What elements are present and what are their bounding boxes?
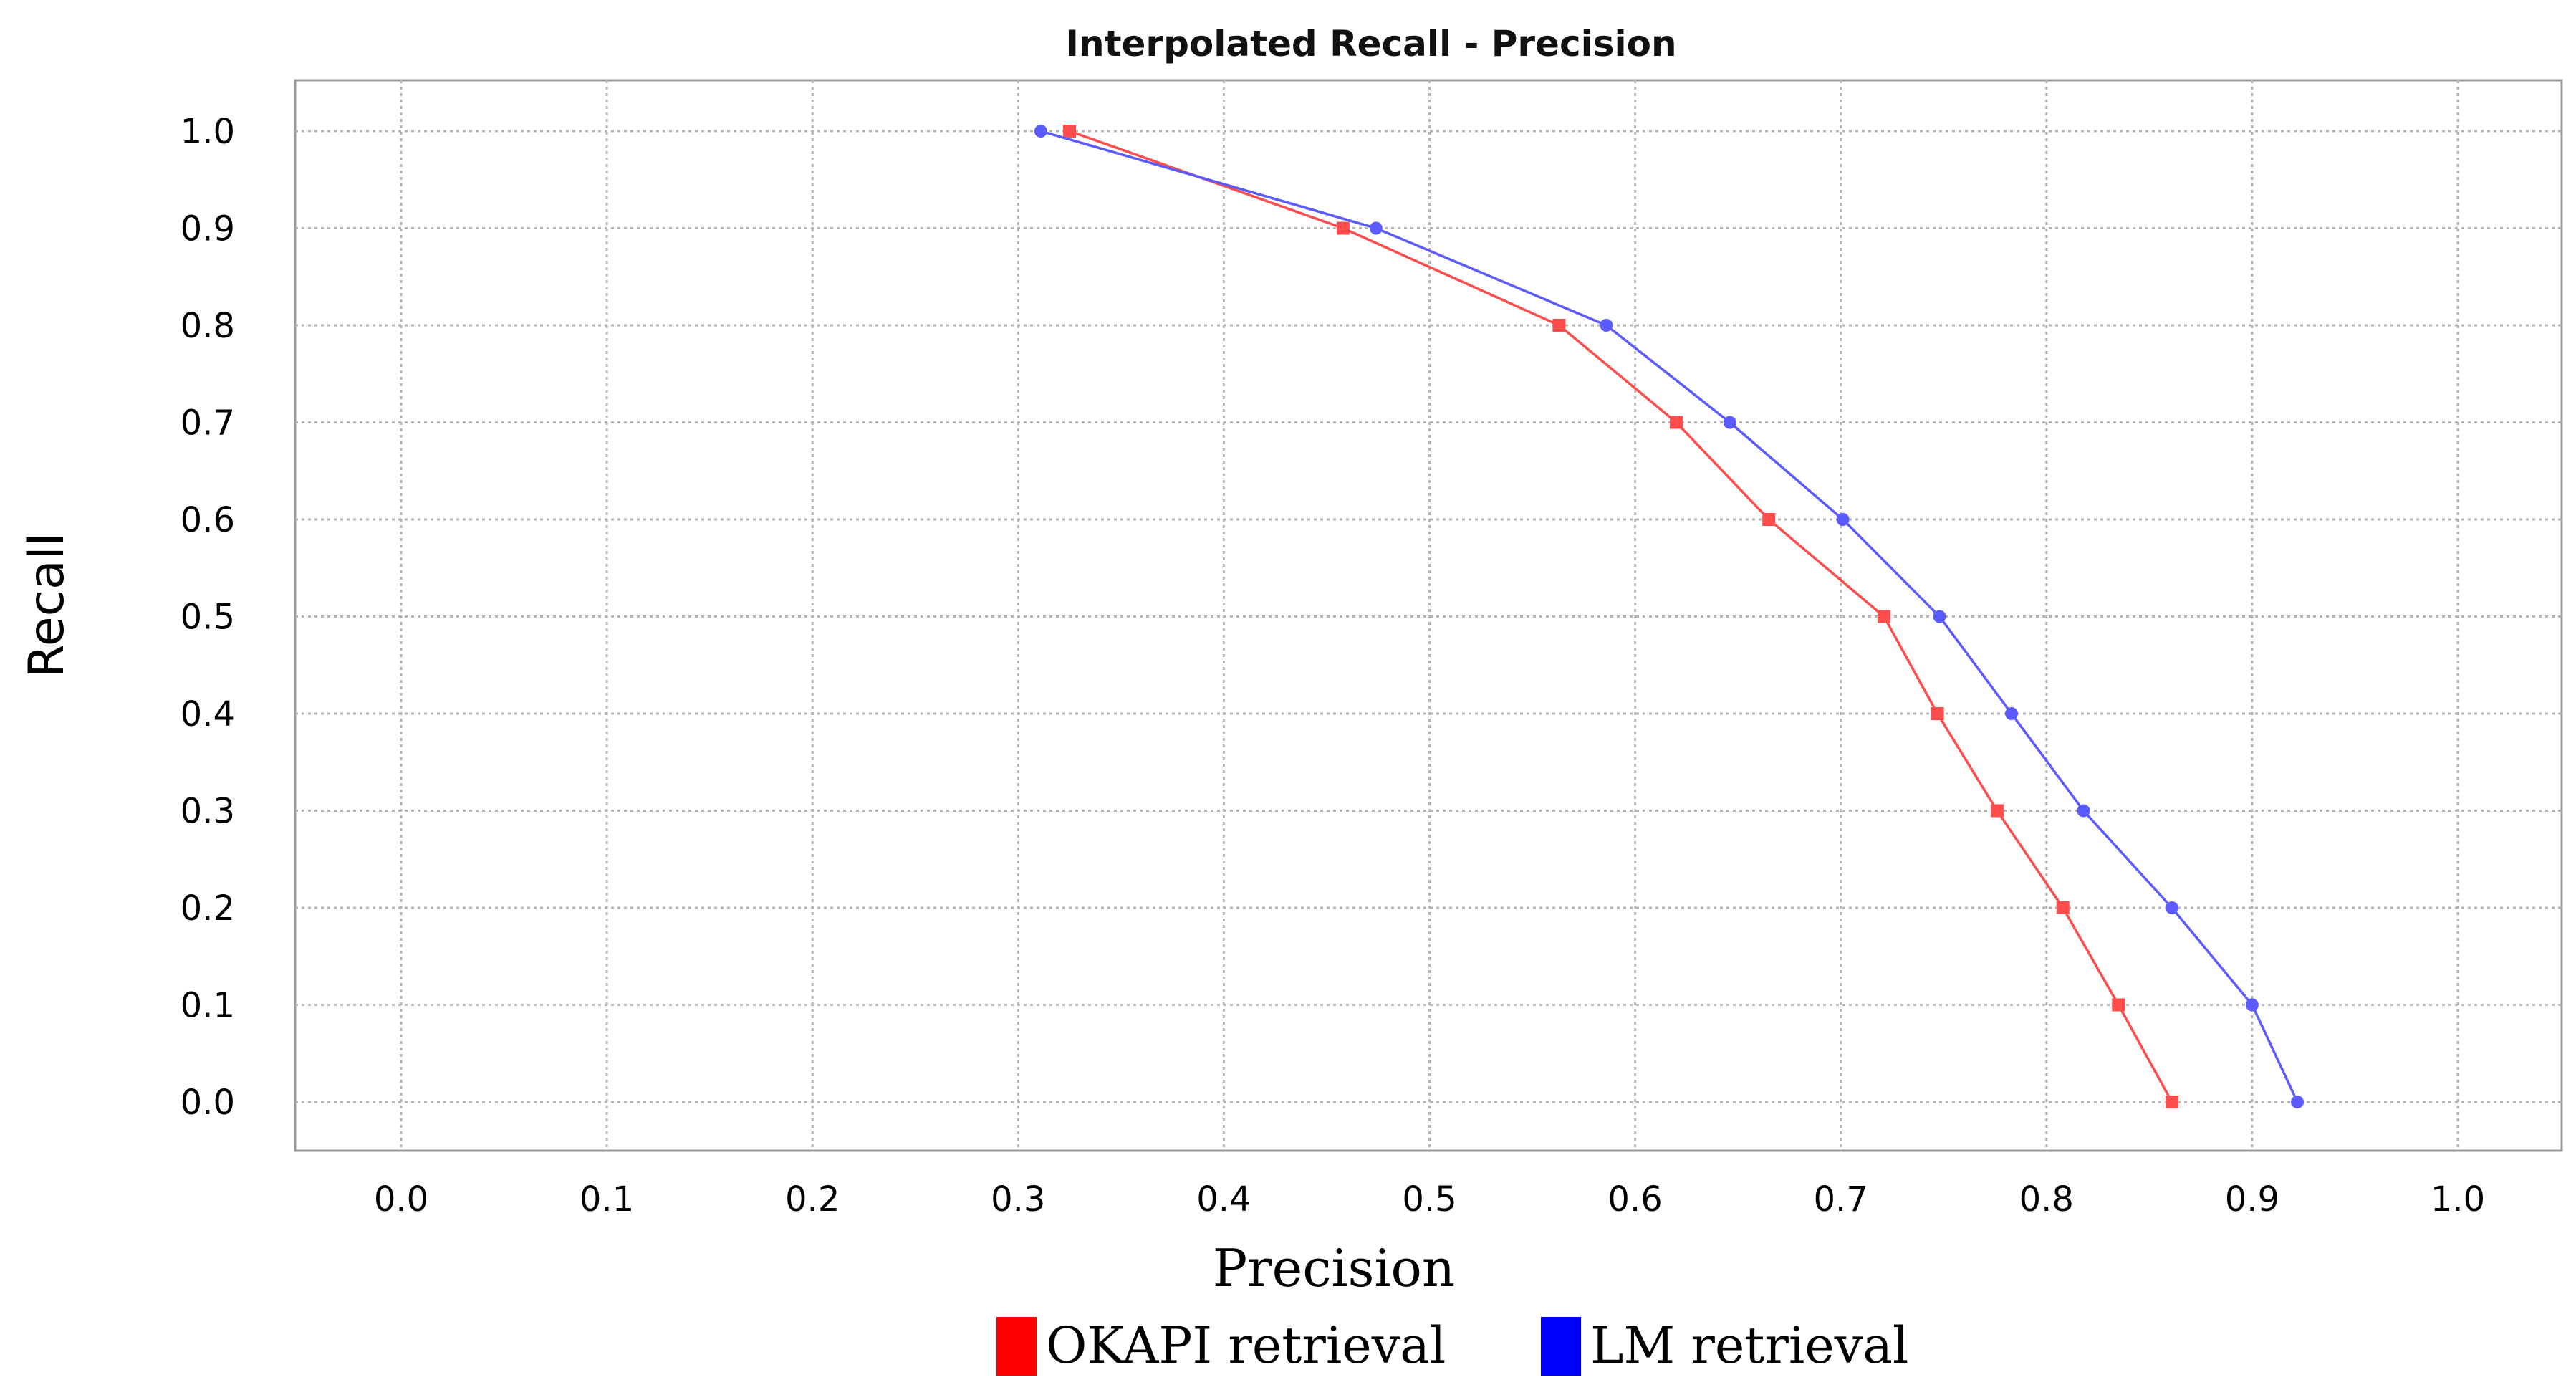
data-point (1670, 416, 1683, 429)
x-tick-label: 0.5 (1402, 1179, 1456, 1219)
data-point (2004, 707, 2018, 720)
y-axis-ticks: 0.0 0.1 0.2 0.3 0.4 0.5 0.6 0.7 0.8 0.9 1.0 (181, 112, 235, 1123)
data-point (1990, 804, 2004, 818)
x-tick-label: 0.7 (1814, 1179, 1868, 1219)
data-point (1931, 707, 1944, 720)
x-axis-ticks: 0.0 0.1 0.2 0.3 0.4 0.5 0.6 0.7 0.8 0.9 1.0 (374, 1179, 2485, 1219)
x-tick-label: 0.4 (1196, 1179, 1251, 1219)
data-point (1933, 610, 1946, 623)
legend: OKAPI retrieval LM retrieval (996, 1316, 1908, 1376)
data-point (1552, 319, 1566, 332)
data-point (2112, 998, 2125, 1012)
data-point (2245, 998, 2259, 1012)
data-point (2077, 804, 2090, 818)
chart-title: Interpolated Recall - Precision (1065, 23, 1676, 64)
y-tick-label: 0.6 (181, 500, 235, 540)
x-axis-title: Precision (1213, 1238, 1456, 1298)
data-point (1836, 513, 1850, 526)
data-point (2056, 901, 2070, 914)
x-tick-label: 1.0 (2431, 1179, 2485, 1219)
data-point (1723, 416, 1736, 429)
y-tick-label: 0.7 (181, 403, 235, 444)
y-axis-title: Recall (19, 533, 75, 679)
x-tick-label: 0.9 (2225, 1179, 2279, 1219)
grid (295, 80, 2562, 1151)
y-tick-label: 0.8 (181, 306, 235, 346)
x-tick-label: 0.8 (2019, 1179, 2074, 1219)
data-point (2165, 1096, 2178, 1108)
y-tick-label: 0.2 (181, 888, 235, 929)
legend-item: LM retrieval (1541, 1316, 1908, 1376)
y-tick-label: 1.0 (181, 112, 235, 152)
x-tick-label: 0.2 (785, 1179, 840, 1219)
data-point (1877, 610, 1890, 623)
y-tick-label: 0.1 (181, 986, 235, 1026)
legend-label: LM retrieval (1590, 1316, 1908, 1375)
legend-item: OKAPI retrieval (996, 1316, 1446, 1376)
data-point (1336, 221, 1350, 235)
series-okapi (1063, 125, 2178, 1108)
data-point (1369, 221, 1383, 235)
y-tick-label: 0.3 (181, 792, 235, 832)
legend-label: OKAPI retrieval (1046, 1316, 1446, 1375)
legend-swatch (1541, 1317, 1581, 1376)
data-point (1600, 319, 1613, 332)
y-tick-label: 0.0 (181, 1083, 235, 1123)
data-point (1034, 125, 1047, 138)
y-tick-label: 0.5 (181, 598, 235, 638)
data-point (2165, 901, 2178, 914)
data-point (2291, 1096, 2305, 1108)
y-tick-label: 0.9 (181, 209, 235, 249)
series-layer (1034, 125, 2305, 1108)
data-point (1063, 125, 1077, 138)
series-lm (1034, 125, 2305, 1108)
x-tick-label: 0.3 (991, 1179, 1045, 1219)
x-tick-label: 0.6 (1607, 1179, 1662, 1219)
x-tick-label: 0.1 (580, 1179, 634, 1219)
y-tick-label: 0.4 (181, 694, 235, 734)
data-point (1762, 513, 1776, 526)
x-tick-label: 0.0 (374, 1179, 428, 1219)
legend-swatch (996, 1317, 1037, 1376)
